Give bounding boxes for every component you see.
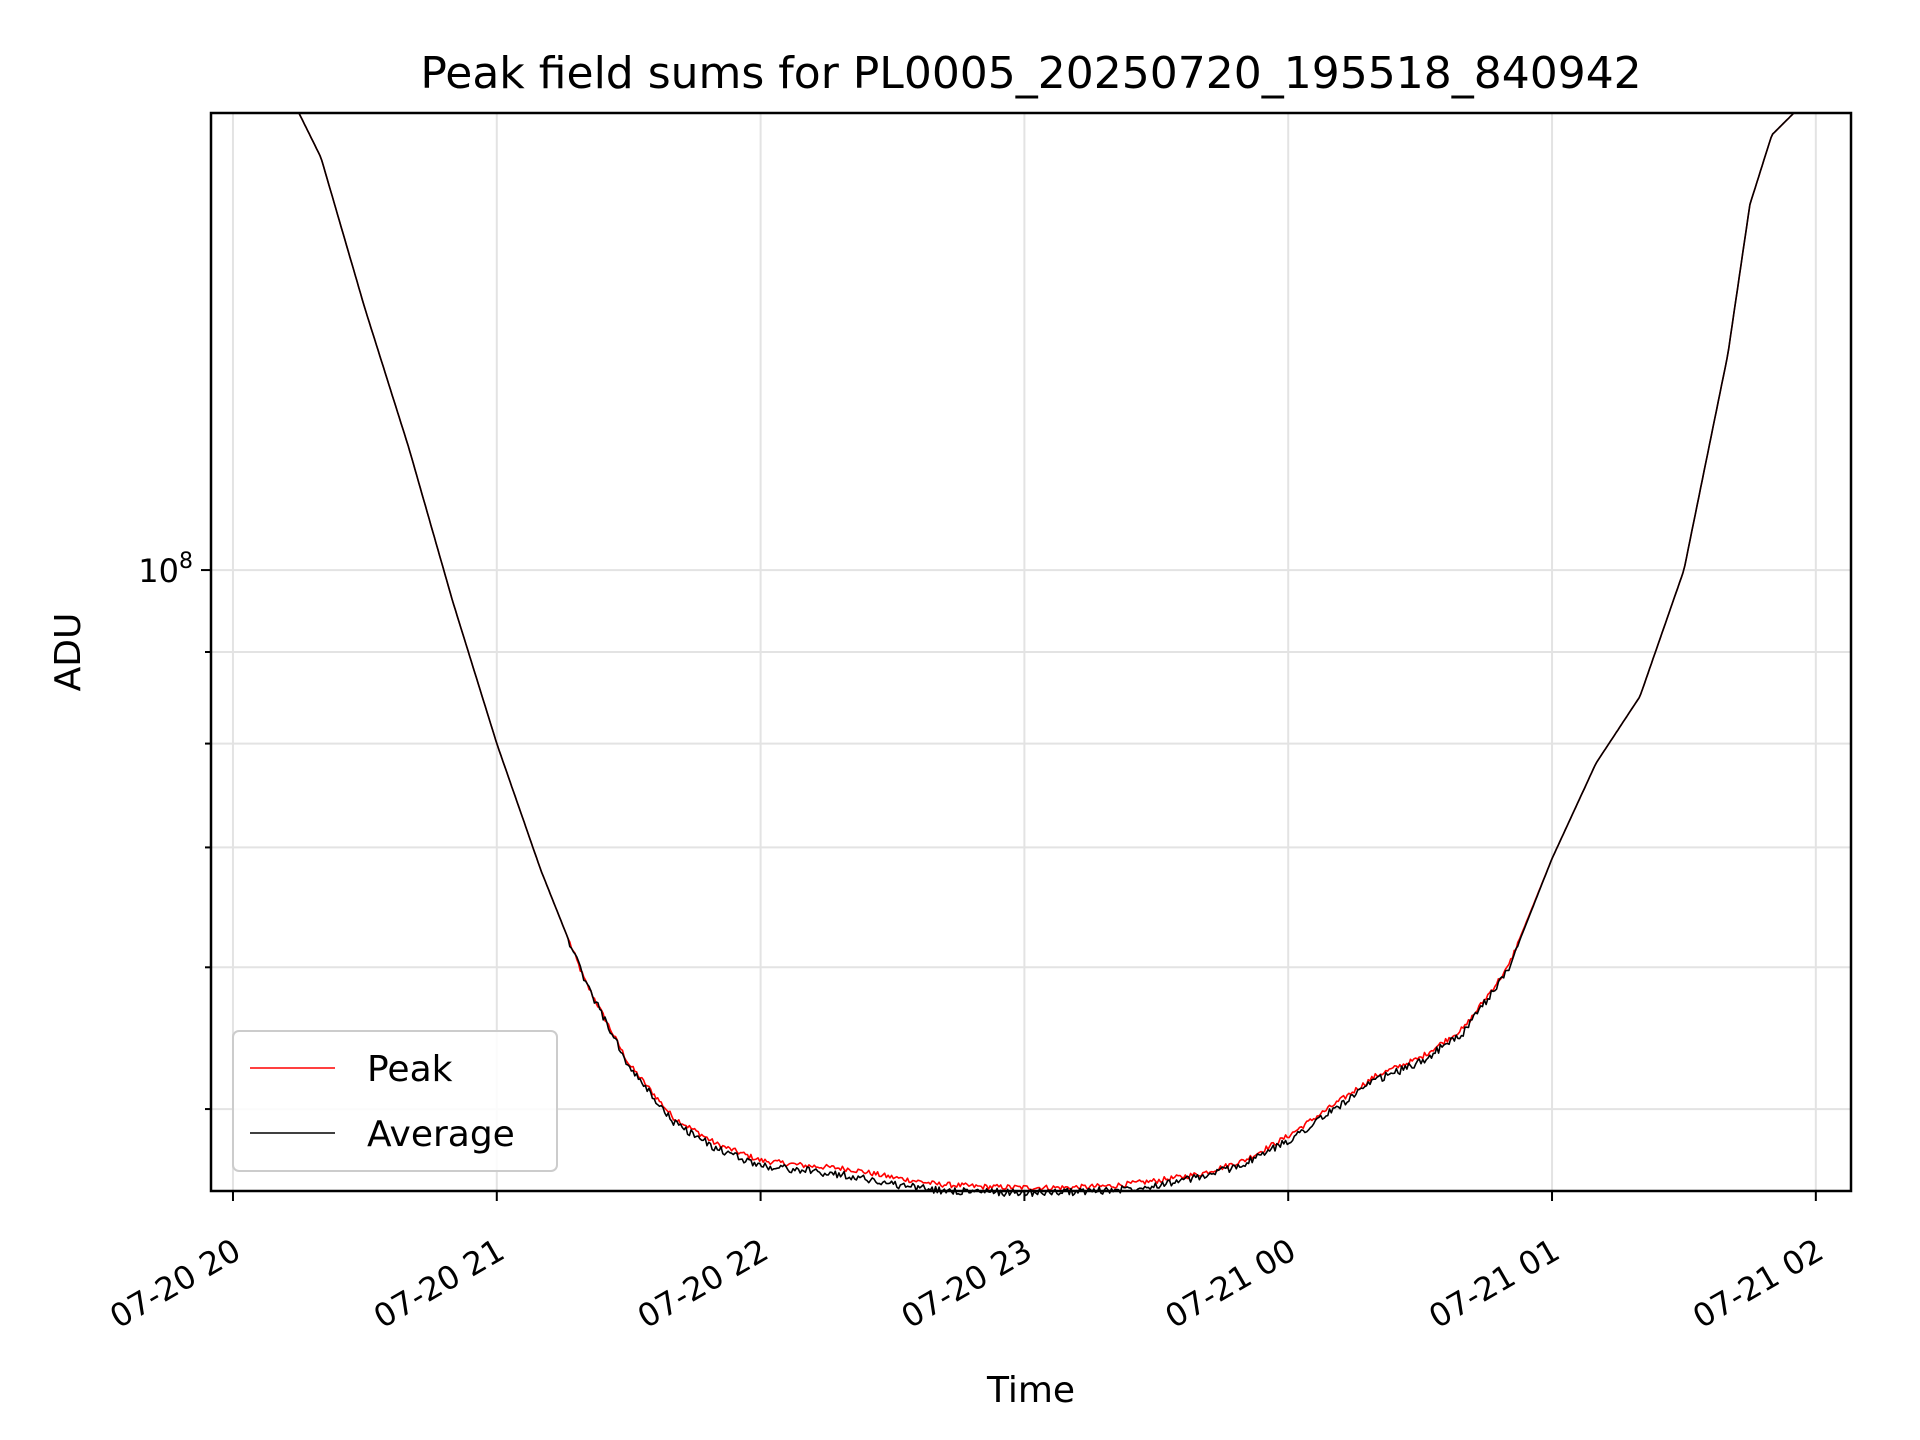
legend-box	[232, 1030, 558, 1172]
x-tick-label: 07-20 20	[103, 1231, 247, 1336]
legend: Peak Average	[232, 1030, 558, 1172]
chart-title: Peak field sums for PL0005_20250720_1955…	[420, 48, 1641, 99]
x-tick-label: 07-20 22	[631, 1231, 775, 1336]
axis-ticks: 07-20 20 07-20 21 07-20 22 07-20 23 07-21 00…	[103, 549, 1829, 1336]
series-lines	[211, 112, 1795, 1197]
legend-label-average: Average	[367, 1114, 515, 1155]
y-axis-label: ADU	[48, 613, 89, 692]
x-tick-label: 07-21 02	[1686, 1231, 1830, 1336]
x-tick-label: 07-20 23	[895, 1231, 1039, 1336]
series-line-average	[211, 112, 1795, 1197]
x-tick-label: 07-21 01	[1422, 1231, 1566, 1336]
grid	[211, 113, 1851, 1191]
x-tick-label: 07-20 21	[367, 1231, 511, 1336]
x-axis-label: Time	[986, 1370, 1075, 1411]
y-tick-label: 108	[138, 549, 193, 590]
legend-label-peak: Peak	[367, 1049, 453, 1090]
x-tick-label: 07-21 00	[1159, 1231, 1303, 1336]
